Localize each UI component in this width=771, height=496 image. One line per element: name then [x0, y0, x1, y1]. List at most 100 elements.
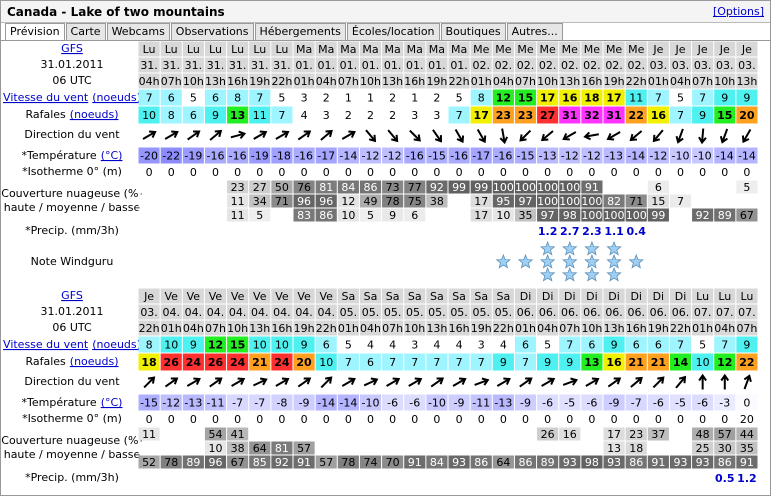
cell-value: 27 — [540, 109, 555, 122]
cell-value: 0 — [743, 166, 750, 179]
cell — [382, 394, 404, 411]
cell — [714, 336, 736, 353]
cell — [160, 194, 182, 208]
tab[interactable]: Carte — [65, 23, 106, 40]
cell — [138, 336, 160, 353]
cell-value: Ve — [209, 290, 223, 303]
label-text: Rafales — [25, 108, 66, 121]
cell-value: Je — [674, 43, 685, 56]
arrow-shape — [698, 373, 707, 390]
cell-value: 9 — [721, 92, 728, 105]
cell-value: 11 — [231, 195, 245, 208]
label-link[interactable]: Vitesse du vent — [3, 91, 89, 104]
cell — [559, 336, 581, 353]
cell-value: 9 — [212, 109, 219, 122]
cell-value: 84 — [341, 181, 355, 194]
cell — [559, 194, 581, 208]
label-link[interactable]: GFS — [61, 289, 83, 302]
cell-value: 04. — [185, 306, 203, 319]
cell — [714, 208, 736, 222]
label-link[interactable]: (°C) — [101, 396, 123, 409]
wind-arrow — [629, 130, 643, 142]
wind-arrow — [496, 377, 511, 387]
cell-value: 100 — [559, 181, 580, 194]
cell — [315, 89, 337, 106]
tab[interactable]: Hébergements — [254, 23, 346, 40]
cell-value: 0 — [699, 413, 706, 426]
cell-value: 0 — [168, 413, 175, 426]
cell — [559, 147, 581, 164]
arrow-shape — [606, 131, 621, 141]
arrow-shape — [320, 376, 333, 389]
cell-value: 7 — [522, 356, 529, 369]
tab[interactable]: Écoles/location — [346, 23, 440, 40]
cell — [359, 222, 382, 240]
cell-value: 3 — [411, 339, 418, 352]
cell-value: 0 — [566, 166, 573, 179]
row-label: haute / moyenne / basse — [4, 448, 141, 461]
label-link[interactable]: Vitesse du vent — [3, 338, 89, 351]
cell — [714, 304, 736, 320]
cell-value: 8 — [146, 339, 153, 352]
tab[interactable]: Prévision — [5, 23, 65, 40]
cell — [448, 336, 470, 353]
cell-value: Ma — [340, 43, 356, 56]
label-link[interactable]: (noeuds) — [92, 91, 141, 104]
row-label: *Precip. (mm/3h) — [25, 471, 119, 484]
tab[interactable]: Observations — [170, 23, 254, 40]
cell-value: 57 — [718, 428, 732, 441]
cell — [625, 427, 647, 441]
cell — [714, 106, 736, 124]
cell-value: 04h — [537, 322, 558, 335]
label-link[interactable]: (°C) — [101, 149, 123, 162]
label-link[interactable]: (noeuds) — [92, 338, 141, 351]
cell-value: -18 — [273, 150, 291, 163]
tab[interactable]: Webcams — [106, 23, 170, 40]
cell-value: 31. — [273, 59, 291, 72]
cell-value: 0 — [411, 413, 418, 426]
cell — [603, 304, 625, 320]
label-text: 06 UTC — [52, 74, 92, 87]
cell-value: 0 — [146, 166, 153, 179]
cell-value: 0 — [588, 166, 595, 179]
cell-value: 07h — [161, 75, 182, 88]
cell — [271, 288, 293, 304]
label-link[interactable]: GFS — [61, 42, 83, 55]
cell-value: Me — [540, 43, 556, 56]
cell-value: -12 — [384, 150, 402, 163]
cell — [227, 147, 249, 164]
cell-value: -6 — [586, 397, 597, 410]
cell — [359, 288, 382, 304]
cell-value: Di — [675, 290, 687, 303]
label-link[interactable]: (noeuds) — [70, 355, 119, 368]
cell-value: 57 — [297, 442, 311, 455]
cell — [182, 427, 204, 441]
arrow-shape — [386, 377, 401, 387]
cell-value: Sa — [408, 290, 422, 303]
arrow-shape — [363, 377, 379, 387]
label-link[interactable]: (noeuds) — [70, 108, 119, 121]
wind-arrow — [253, 130, 268, 140]
cell — [359, 441, 382, 455]
label-text: 06 UTC — [52, 321, 92, 334]
arrow-shape — [720, 373, 730, 390]
cell-value: 02. — [561, 59, 579, 72]
cell — [470, 180, 492, 194]
cell — [736, 441, 758, 455]
arrow-shape — [541, 377, 556, 387]
arrow-shape — [519, 129, 532, 142]
cell-value: 02. — [605, 59, 623, 72]
cell-value: 13h — [604, 322, 625, 335]
cell — [138, 320, 160, 336]
cell-value: 0 — [433, 413, 440, 426]
tab[interactable]: Autres... — [506, 23, 563, 40]
cell-value: 37 — [651, 428, 665, 441]
cell-value: 93 — [696, 456, 710, 469]
cell-value: 99 — [474, 181, 488, 194]
options-link[interactable]: [Options] — [712, 5, 764, 18]
tab[interactable]: Boutiques — [440, 23, 506, 40]
cell-value: -14 — [716, 150, 734, 163]
wind-arrow — [474, 377, 490, 386]
cell-value: 2 — [389, 92, 396, 105]
cell — [669, 427, 692, 441]
